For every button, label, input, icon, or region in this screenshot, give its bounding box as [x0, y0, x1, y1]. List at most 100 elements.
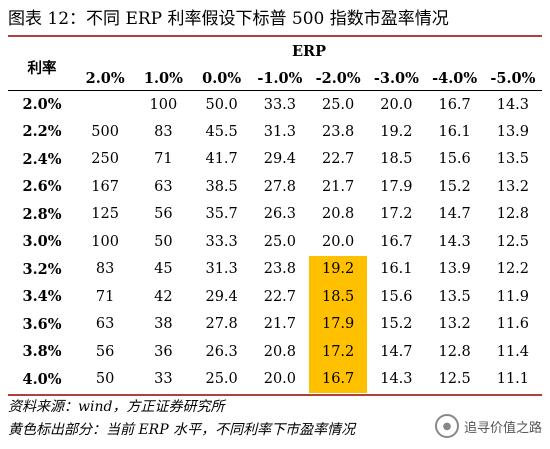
watermark-text: 追寻价值之路 [463, 420, 542, 436]
group-header-erp: ERP [292, 43, 327, 60]
table-cell: 14.3 [496, 96, 530, 113]
table-cell: 33.3 [205, 233, 238, 250]
row-rate-label: 2.8% [22, 205, 62, 223]
column-header-row: 2.0% 1.0% 0.0% -1.0% -2.0% -3.0% -4.0% -5.0% [8, 66, 543, 91]
table-cell: 29.4 [205, 288, 238, 305]
watermark: ● 追寻价值之路 [434, 412, 542, 440]
table-cell: 15.2 [380, 316, 413, 333]
table-cell: 23.8 [263, 261, 297, 278]
pe-ratio-table: 利率 ERP 2.0% 1.0% 0.0% -1.0% -2.0% -3.0% -4.0% -… [8, 35, 543, 396]
table-cell: 11.1 [496, 371, 530, 388]
table-cell: 12.5 [496, 233, 530, 250]
table-cell: 35.7 [205, 206, 238, 223]
table-cell: 23.8 [321, 123, 355, 140]
table-cell: 38.5 [205, 178, 238, 195]
table-cell: 38 [154, 316, 173, 333]
table-cell: 20.0 [263, 371, 297, 388]
table-cell: 36 [154, 343, 173, 360]
table-cell: 19.2 [380, 123, 413, 140]
table-cell: 100 [91, 233, 119, 250]
table-cell: 13.5 [496, 151, 530, 168]
column-header: -5.0% [483, 66, 543, 91]
table-cell: 11.9 [496, 288, 530, 305]
table-cell: 21.7 [321, 178, 355, 195]
table-row: 3.0% 100 50 33.3 25.0 20.0 16.7 14.3 12.5 [8, 228, 542, 256]
row-rate-label: 3.0% [22, 233, 62, 251]
table-cell: 16.7 [438, 96, 471, 113]
table-cell: 56 [95, 343, 115, 360]
figure-title: 图表 12：不同 ERP 利率假设下标普 500 指数市盈率情况 [8, 9, 449, 29]
table-cell: 11.4 [496, 343, 530, 360]
table-cell: 56 [154, 206, 173, 223]
table-cell: 125 [91, 206, 119, 223]
table-cell: 15.2 [438, 178, 471, 195]
table-cell: 22.7 [263, 288, 297, 305]
table-cell: 17.2 [309, 338, 368, 366]
table-row: 3.6% 63 38 27.8 21.7 17.9 15.2 13.2 11.6 [8, 310, 542, 338]
table-cell: 26.3 [205, 343, 238, 360]
table-cell: 14.7 [380, 343, 413, 360]
table-cell: 29.4 [263, 151, 297, 168]
table-cell: 20.0 [380, 96, 413, 113]
row-rate-label: 2.2% [22, 123, 62, 141]
table-cell: 20.0 [321, 233, 355, 250]
table-cell: 100 [149, 96, 178, 113]
table-cell: 12.8 [438, 343, 471, 360]
table-cell: 13.2 [438, 316, 471, 333]
table-cell: 31.3 [263, 123, 297, 140]
table-cell: 50 [154, 233, 173, 250]
table-cell: 14.7 [438, 206, 471, 223]
table-cell: 21.7 [263, 316, 297, 333]
column-header: 1.0% [134, 66, 193, 91]
table-cell: 71 [95, 288, 115, 305]
table-cell: 12.2 [496, 261, 530, 278]
table-cell: 13.2 [496, 178, 530, 195]
column-header: 0.0% [192, 66, 251, 91]
table-cell: 13.9 [438, 261, 471, 278]
row-header-rate: 利率 [8, 37, 76, 91]
table-body: 2.0% 100 50.0 33.3 25.0 20.0 16.7 14.3 2.2% 500 83… [8, 91, 542, 393]
table-cell: 500 [91, 123, 119, 140]
table-cell: 83 [95, 261, 115, 278]
row-rate-label: 3.4% [22, 288, 62, 306]
table-cell: 45 [154, 261, 173, 278]
row-rate-label: 4.0% [22, 370, 62, 388]
table-cell: 27.8 [263, 178, 297, 195]
table-cell: 16.7 [309, 365, 368, 393]
table-cell: 63 [95, 316, 115, 333]
table-cell: 13.5 [438, 288, 471, 305]
table-cell: 12.5 [438, 371, 471, 388]
table-cell: 50 [95, 371, 115, 388]
row-rate-label: 2.6% [22, 178, 62, 196]
table-row: 2.0% 100 50.0 33.3 25.0 20.0 16.7 14.3 [8, 91, 542, 119]
table-row: 3.4% 71 42 29.4 22.7 18.5 15.6 13.5 11.9 [8, 283, 542, 311]
table-cell: 16.1 [380, 261, 413, 278]
table-cell: 167 [91, 178, 119, 195]
table-cell: 13.9 [496, 123, 530, 140]
row-rate-label: 2.0% [22, 96, 62, 113]
column-header: -2.0% [309, 66, 368, 91]
table-cell: 11.6 [496, 316, 530, 333]
table-row: 2.8% 125 56 35.7 26.3 20.8 17.2 14.7 12.8 [8, 201, 542, 229]
table-cell: 250 [91, 151, 119, 168]
table-cell: 25.0 [321, 96, 355, 113]
table-cell: 18.5 [309, 283, 368, 311]
table-cell: 63 [154, 178, 173, 195]
table-cell [76, 91, 134, 119]
table-cell: 45.5 [205, 123, 238, 140]
table-cell: 14.3 [380, 371, 413, 388]
table-cell: 15.6 [438, 151, 471, 168]
table-cell: 17.2 [380, 206, 413, 223]
row-rate-label: 3.2% [22, 260, 62, 278]
table-cell: 83 [154, 123, 173, 140]
table-cell: 15.6 [380, 288, 413, 305]
column-header: -4.0% [425, 66, 484, 91]
row-rate-label: 2.4% [22, 150, 62, 168]
table-row: 3.8% 56 36 26.3 20.8 17.2 14.7 12.8 11.4 [8, 338, 542, 366]
column-header: -1.0% [250, 66, 309, 91]
table-cell: 27.8 [205, 316, 238, 333]
table-cell: 16.7 [380, 233, 413, 250]
table-cell: 17.9 [380, 178, 413, 195]
table-row: 2.4% 250 71 41.7 29.4 22.7 18.5 15.6 13.5 [8, 146, 542, 174]
table-cell: 12.8 [496, 206, 530, 223]
